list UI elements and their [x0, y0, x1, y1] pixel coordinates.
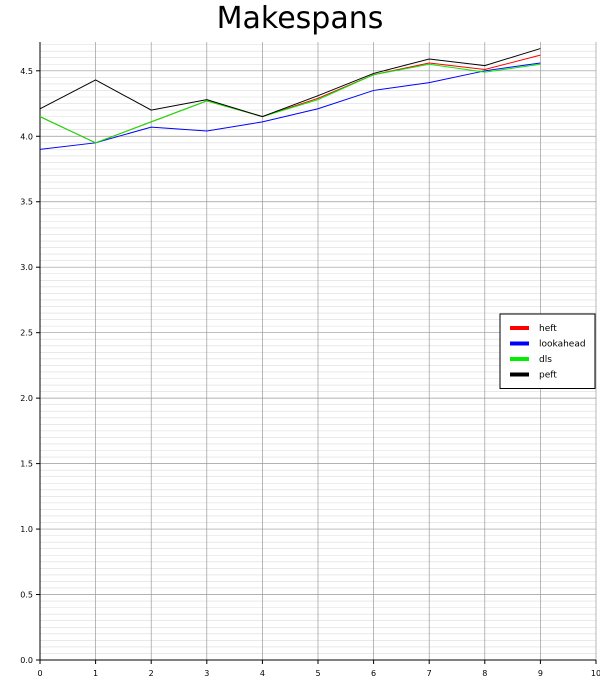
axis-ticks: 0.0 0.5 1.0 1.5 2.0 2.5 3.0 3.5 4.0 4.5 0 1 2 3 4 5 6 7 8 9…	[20, 67, 600, 678]
x-tick-label: 1	[93, 669, 98, 678]
chart-title: Makespans	[216, 1, 384, 36]
y-tick-label: 2.5	[20, 329, 33, 338]
y-tick-label: 2.0	[20, 394, 33, 403]
major-grid	[40, 42, 597, 660]
legend-label-peft: peft	[539, 371, 557, 381]
y-tick-label: 0.0	[20, 656, 33, 665]
x-tick-label: 8	[482, 669, 487, 678]
series-lines	[39, 48, 541, 150]
x-tick-label: 3	[204, 669, 209, 678]
y-tick-label: 0.5	[20, 591, 33, 600]
x-tick-label: 4	[260, 669, 265, 678]
legend-label-heft: heft	[539, 324, 557, 334]
legend-label-dls: dls	[539, 355, 552, 365]
series-line-peft	[39, 48, 541, 118]
y-tick-label: 3.5	[20, 198, 33, 207]
x-tick-label: 2	[149, 669, 154, 678]
x-tick-label: 9	[538, 669, 543, 678]
x-tick-label: 6	[371, 669, 376, 678]
legend: heft lookahead dls peft	[499, 313, 596, 389]
series-line-dls	[39, 63, 541, 144]
y-tick-label: 3.0	[20, 263, 33, 272]
legend-label-lookahead: lookahead	[539, 340, 586, 350]
y-tick-label: 4.0	[20, 132, 33, 141]
series-line-lookahead	[39, 62, 541, 150]
y-tick-label: 4.5	[20, 67, 33, 76]
x-tick-label: 7	[427, 669, 432, 678]
y-tick-label: 1.0	[20, 525, 33, 534]
x-tick-label: 0	[37, 669, 42, 678]
y-tick-label: 1.5	[20, 460, 33, 469]
axes	[36, 42, 596, 664]
x-tick-label: 10	[591, 669, 600, 678]
x-tick-label: 5	[315, 669, 320, 678]
